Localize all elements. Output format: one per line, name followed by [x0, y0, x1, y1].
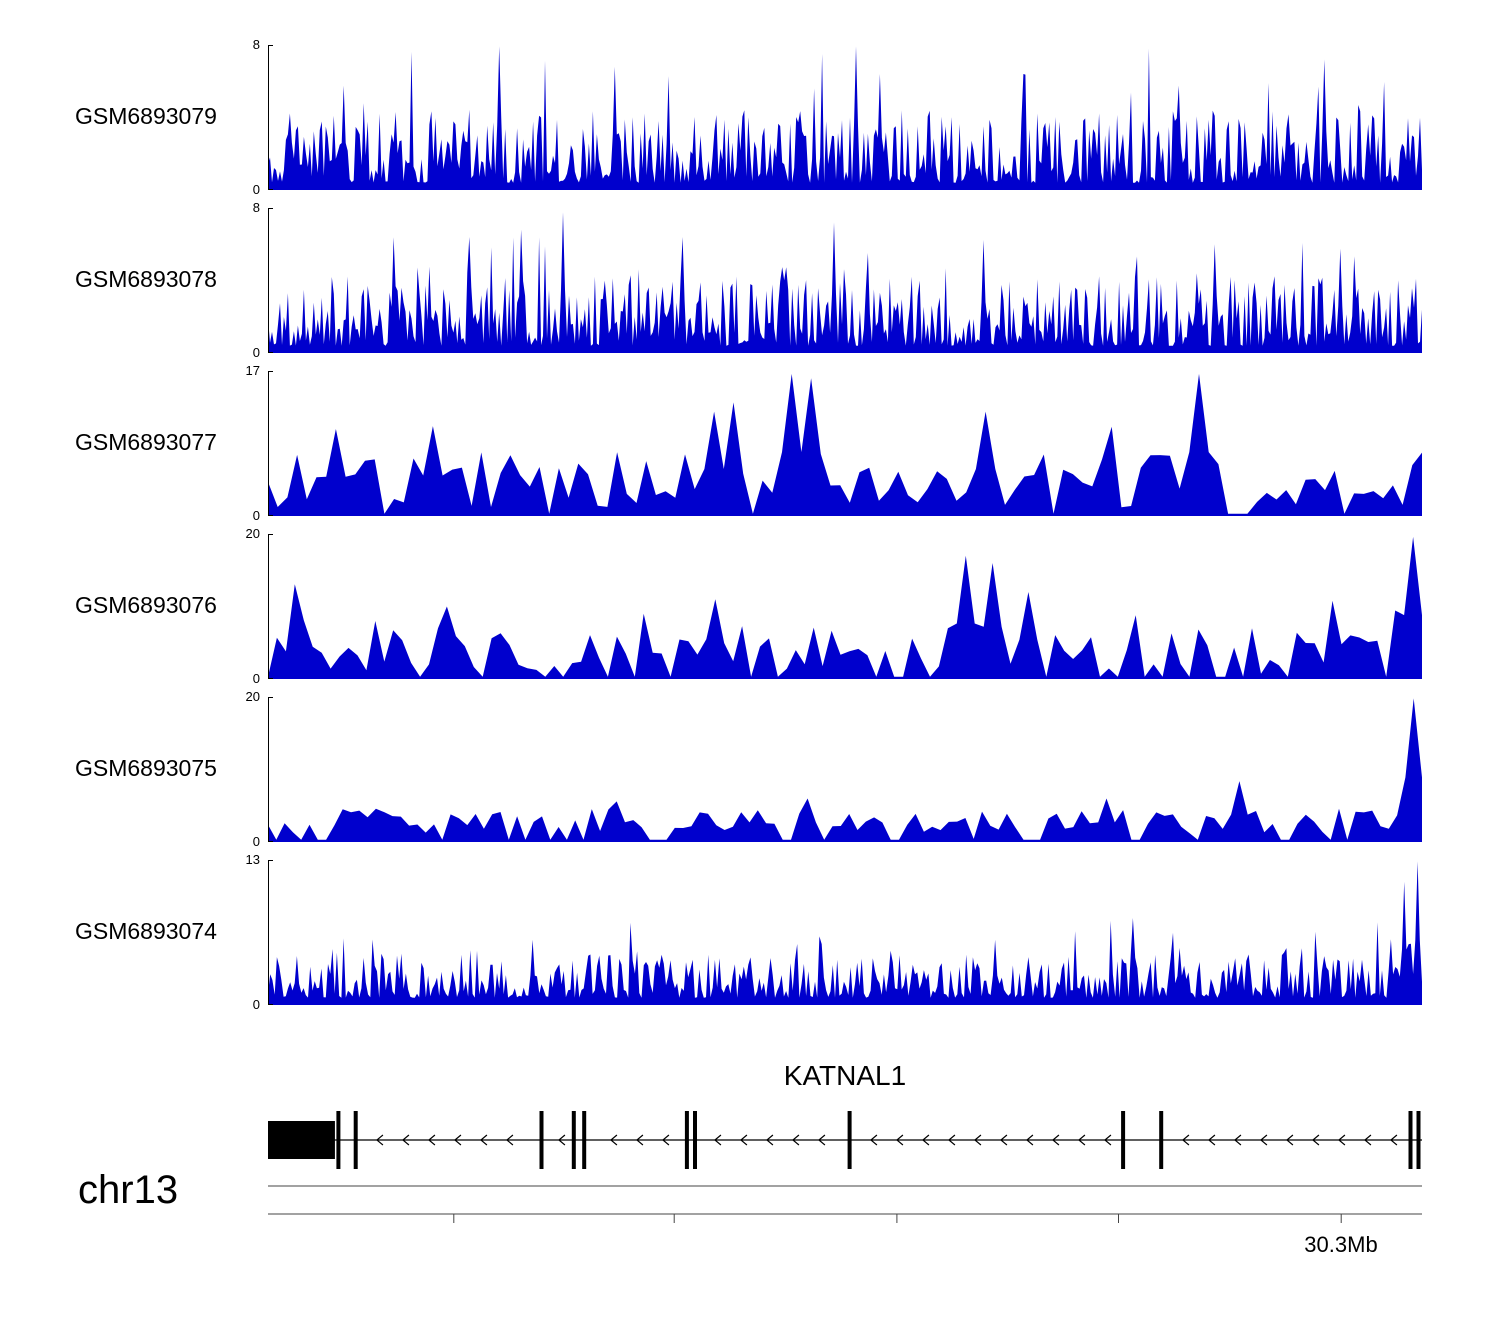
y-axis-max-label: 17 — [245, 363, 260, 378]
track-label: GSM6893074 — [75, 918, 217, 944]
y-axis-zero-label: 0 — [252, 671, 260, 686]
y-axis-max-label: 20 — [245, 526, 260, 541]
genome-ruler-svg — [268, 1185, 1422, 1223]
track-label: GSM6893077 — [75, 429, 217, 455]
coverage-track-row: GSM6893074 13 0 — [0, 852, 1500, 1023]
y-axis-zero-label: 0 — [252, 345, 260, 360]
coverage-signal-svg — [268, 208, 1422, 353]
y-axis-zero-label: 0 — [252, 834, 260, 849]
y-axis-max-label: 8 — [252, 200, 260, 215]
coverage-track-row: GSM6893078 8 0 — [0, 200, 1500, 371]
y-axis-zero-label: 0 — [252, 182, 260, 197]
coverage-track-row: GSM6893079 8 0 — [0, 37, 1500, 208]
coverage-signal-svg — [268, 534, 1422, 679]
y-axis-max-label: 20 — [245, 689, 260, 704]
y-axis-max-label: 8 — [252, 37, 260, 52]
coverage-track-row: GSM6893075 20 0 — [0, 689, 1500, 860]
track-label: GSM6893078 — [75, 266, 217, 292]
track-label: GSM6893076 — [75, 592, 217, 618]
position-tick-label: 30.3Mb — [1304, 1232, 1378, 1257]
coverage-signal-svg — [268, 697, 1422, 842]
gene-name-label: KATNAL1 — [783, 1060, 907, 1091]
y-axis-max-label: 13 — [245, 852, 260, 867]
coverage-track-row: GSM6893077 17 0 — [0, 363, 1500, 534]
coverage-signal-svg — [268, 45, 1422, 190]
chromosome-label: chr13 — [78, 1168, 179, 1212]
coverage-signal-svg — [268, 860, 1422, 1005]
track-label: GSM6893079 — [75, 103, 217, 129]
y-axis-zero-label: 0 — [252, 508, 260, 523]
coverage-signal-svg — [268, 371, 1422, 516]
coverage-track-row: GSM6893076 20 0 — [0, 526, 1500, 697]
y-axis-zero-label: 0 — [252, 997, 260, 1012]
gene-model-svg — [268, 1111, 1422, 1169]
track-label: GSM6893075 — [75, 755, 217, 781]
